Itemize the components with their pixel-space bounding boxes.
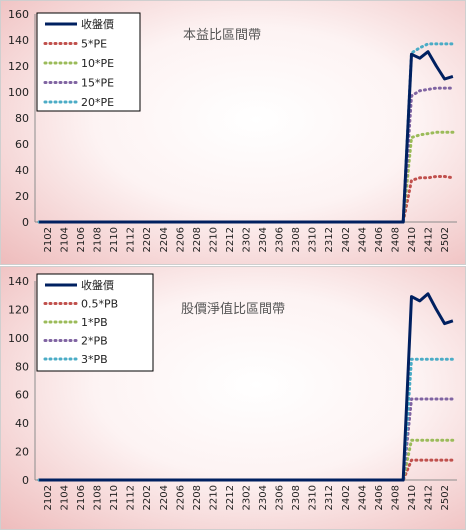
series-line <box>37 357 455 482</box>
pe-band-plot: 0 20 40 60 80 100 120 140 160 2102 2104 2106 2108 211… <box>8 8 457 252</box>
x-tick-label: 2502 <box>440 227 451 252</box>
x-tick-label: 2306 <box>275 227 286 252</box>
legend-label: 15*PE <box>81 77 114 90</box>
x-tick-label: 2306 <box>275 485 286 510</box>
x-tick-label: 2106 <box>76 485 87 510</box>
y-tick-label: 140 <box>8 34 29 47</box>
y-tick-label: 40 <box>15 164 29 177</box>
y-tick-label: 120 <box>8 60 29 73</box>
legend-label: 2*PB <box>81 335 108 348</box>
x-tick-label: 2206 <box>175 227 186 252</box>
chart-title: 股價淨值比區間帶 <box>181 301 285 317</box>
x-tick-label: 2108 <box>93 227 104 252</box>
x-tick-label: 2402 <box>341 485 352 510</box>
y-tick-label: 80 <box>15 112 29 125</box>
series-line <box>39 292 454 482</box>
series-line <box>37 438 455 482</box>
x-tick-label: 2412 <box>424 485 435 510</box>
legend-label: 0.5*PB <box>81 298 118 311</box>
y-tick-label: 40 <box>15 417 29 430</box>
x-tick-label: 2208 <box>192 227 203 252</box>
x-tick-label: 2112 <box>126 227 137 252</box>
chart-title: 本益比區間帶 <box>183 28 261 43</box>
y-tick-label: 60 <box>15 389 29 402</box>
x-tick-label: 2310 <box>308 227 319 252</box>
series-line <box>37 458 455 482</box>
y-tick-label: 100 <box>8 332 29 345</box>
x-tick-label: 2110 <box>109 485 120 510</box>
x-tick-label: 2312 <box>324 485 335 510</box>
x-tick-label: 2408 <box>390 485 401 510</box>
x-tick-label: 2206 <box>175 485 186 510</box>
x-tick-label: 2412 <box>424 227 435 252</box>
x-tick-label: 2402 <box>341 227 352 252</box>
series-line <box>37 175 455 224</box>
series-line <box>39 50 454 224</box>
y-tick-label: 0 <box>22 216 29 229</box>
y-tick-label: 20 <box>15 190 29 203</box>
x-tick-label: 2404 <box>357 485 368 510</box>
x-tick-label: 2108 <box>93 485 104 510</box>
x-tick-label: 2304 <box>258 485 269 510</box>
x-tick-label: 2308 <box>291 227 302 252</box>
legend-label: 10*PE <box>81 57 114 70</box>
x-tick-label: 2502 <box>440 485 451 510</box>
x-tick-label: 2308 <box>291 485 302 510</box>
x-tick-label: 2406 <box>374 485 385 510</box>
x-tick-label: 2112 <box>126 485 137 510</box>
x-tick-label: 2304 <box>258 227 269 252</box>
x-tick-label: 2208 <box>192 485 203 510</box>
x-tick-label: 2102 <box>43 485 54 510</box>
series-line <box>37 130 455 224</box>
x-tick-label: 2310 <box>308 485 319 510</box>
x-tick-label: 2312 <box>324 227 335 252</box>
legend-label: 收盤價 <box>81 17 114 31</box>
legend-label: 3*PB <box>81 353 108 366</box>
legend-label: 5*PE <box>81 38 107 51</box>
x-tick-label: 2404 <box>357 227 368 252</box>
x-tick-label: 2104 <box>59 485 70 510</box>
x-tick-label: 2204 <box>159 485 170 510</box>
x-tick-label: 2202 <box>142 227 153 252</box>
y-tick-label: 80 <box>15 360 29 373</box>
x-tick-label: 2212 <box>225 485 236 510</box>
x-tick-label: 2302 <box>242 485 253 510</box>
y-tick-label: 140 <box>8 275 29 288</box>
x-tick-label: 2302 <box>242 227 253 252</box>
x-tick-label: 2102 <box>43 227 54 252</box>
legend-label: 1*PB <box>81 316 108 329</box>
x-tick-label: 2410 <box>407 485 418 510</box>
x-tick-label: 2210 <box>208 227 219 252</box>
legend-label: 收盤價 <box>81 278 114 292</box>
pb-band-chart: 0 20 40 60 80 100 120 140 2102 2104 2106 2108 2110 21… <box>0 266 466 530</box>
y-tick-label: 100 <box>8 86 29 99</box>
x-tick-label: 2410 <box>407 227 418 252</box>
y-tick-label: 120 <box>8 303 29 316</box>
x-tick-label: 2204 <box>159 227 170 252</box>
x-tick-label: 2104 <box>59 227 70 252</box>
y-tick-label: 160 <box>8 8 29 21</box>
pe-band-chart: 0 20 40 60 80 100 120 140 160 2102 2104 2106 2108 211… <box>0 0 466 265</box>
x-tick-label: 2110 <box>109 227 120 252</box>
y-tick-label: 0 <box>22 474 29 487</box>
x-tick-label: 2210 <box>208 485 219 510</box>
x-tick-label: 2106 <box>76 227 87 252</box>
legend-label: 20*PE <box>81 96 114 109</box>
y-tick-label: 60 <box>15 138 29 151</box>
x-tick-label: 2202 <box>142 485 153 510</box>
x-tick-label: 2212 <box>225 227 236 252</box>
x-tick-label: 2406 <box>374 227 385 252</box>
y-tick-label: 20 <box>15 446 29 459</box>
pb-band-plot: 0 20 40 60 80 100 120 140 2102 2104 2106 2108 2110 21… <box>8 273 457 510</box>
x-tick-label: 2408 <box>390 227 401 252</box>
series-line <box>37 397 455 482</box>
